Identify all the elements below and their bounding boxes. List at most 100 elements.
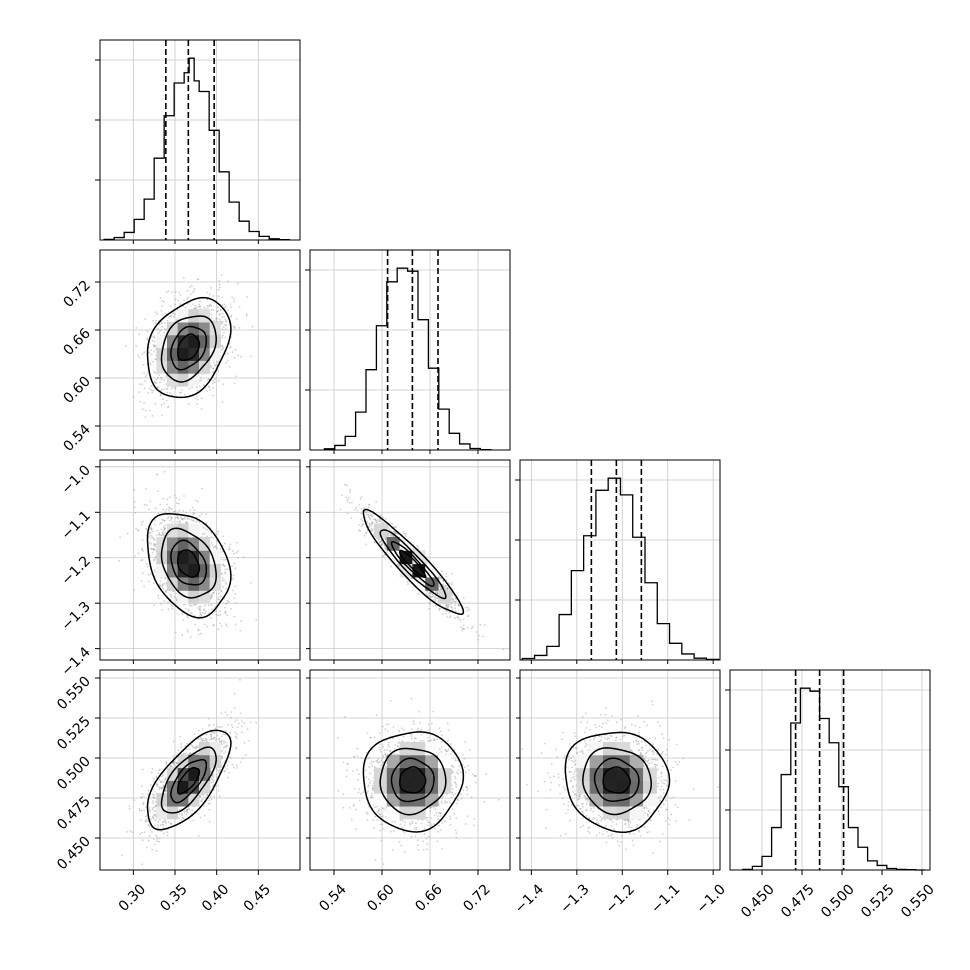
- sample-point: [189, 293, 192, 296]
- sample-point: [221, 345, 224, 347]
- sample-point: [397, 565, 400, 568]
- sample-point: [212, 295, 215, 297]
- sample-point: [166, 503, 169, 506]
- sample-point: [153, 519, 156, 522]
- sample-point: [345, 484, 348, 487]
- sample-point: [222, 544, 224, 547]
- sample-point: [154, 555, 157, 558]
- sample-point: [462, 596, 465, 599]
- sample-point: [199, 816, 202, 819]
- sample-point: [466, 627, 469, 629]
- sample-point: [362, 523, 365, 525]
- sample-point: [376, 519, 379, 521]
- sample-point: [379, 541, 381, 544]
- sample-point: [171, 605, 174, 608]
- sample-point: [189, 509, 192, 512]
- sample-point: [150, 336, 153, 339]
- sample-point: [445, 575, 448, 578]
- sample-point: [224, 328, 227, 331]
- sample-point: [150, 535, 153, 538]
- sample-point: [434, 596, 436, 598]
- sample-point: [199, 300, 202, 303]
- sample-point: [144, 380, 146, 382]
- sample-point: [183, 812, 186, 814]
- contour-line: [362, 508, 465, 615]
- sample-point: [152, 548, 155, 551]
- sample-point: [429, 592, 432, 594]
- sample-point: [223, 565, 226, 567]
- sample-point: [379, 540, 382, 543]
- sample-point: [380, 514, 382, 517]
- sample-point: [159, 394, 162, 397]
- sample-point: [198, 615, 201, 617]
- sample-point: [204, 527, 207, 530]
- sample-point: [199, 613, 202, 615]
- sample-point: [165, 508, 168, 511]
- sample-point: [201, 532, 204, 535]
- sample-point: [150, 548, 153, 550]
- sample-point: [158, 533, 160, 536]
- sample-point: [215, 613, 218, 616]
- sample-point: [392, 535, 395, 538]
- sample-point: [457, 604, 460, 607]
- sample-point: [449, 615, 452, 618]
- sample-point: [119, 536, 121, 539]
- sample-point: [145, 504, 148, 507]
- histogram-step: [742, 687, 926, 871]
- sample-point: [195, 386, 198, 389]
- sample-point: [225, 746, 228, 748]
- sample-point: [147, 573, 150, 576]
- density-cell: [177, 590, 189, 605]
- density-cell: [199, 590, 211, 605]
- sample-point: [185, 521, 188, 524]
- sample-point: [200, 736, 202, 739]
- sample-point: [156, 376, 159, 379]
- sample-point: [159, 381, 162, 384]
- sample-point: [220, 572, 223, 575]
- sample-point: [425, 593, 428, 595]
- sample-point: [156, 474, 159, 476]
- sample-point: [181, 813, 183, 816]
- sample-point: [135, 527, 138, 530]
- sample-point: [461, 629, 464, 632]
- sample-point: [206, 298, 209, 301]
- sample-point: [161, 533, 164, 536]
- sample-point: [155, 378, 158, 381]
- sample-point: [456, 616, 459, 619]
- density-cell: [188, 347, 200, 361]
- sample-point: [143, 351, 146, 354]
- density-cell: [167, 347, 179, 361]
- sample-point: [454, 607, 457, 610]
- sample-point: [162, 508, 165, 511]
- sample-point: [467, 606, 469, 609]
- sample-point: [224, 542, 226, 545]
- sample-point: [199, 609, 202, 611]
- sample-point: [226, 352, 229, 355]
- contour-line: [399, 549, 427, 579]
- sample-point: [176, 515, 179, 517]
- sample-point: [154, 523, 157, 526]
- sample-point: [219, 595, 222, 598]
- sample-point: [191, 506, 194, 509]
- sample-point: [365, 543, 368, 546]
- sample-point: [171, 521, 174, 523]
- sample-point: [459, 619, 462, 622]
- sample-point: [207, 385, 210, 388]
- sample-point: [176, 516, 179, 519]
- sample-point: [200, 613, 203, 616]
- sample-point: [168, 506, 170, 509]
- contour-line: [170, 539, 208, 586]
- density-cell: [177, 576, 189, 591]
- sample-point: [184, 744, 187, 747]
- sample-point: [186, 517, 189, 520]
- panel-frame: [729, 669, 931, 871]
- sample-point: [213, 364, 216, 366]
- sample-point: [195, 499, 197, 502]
- sample-point: [369, 517, 371, 519]
- sample-point: [433, 595, 436, 598]
- sample-point: [226, 599, 229, 602]
- sample-point: [375, 521, 378, 523]
- sample-point: [210, 313, 213, 316]
- sample-point: [154, 322, 157, 325]
- sample-point: [236, 282, 239, 285]
